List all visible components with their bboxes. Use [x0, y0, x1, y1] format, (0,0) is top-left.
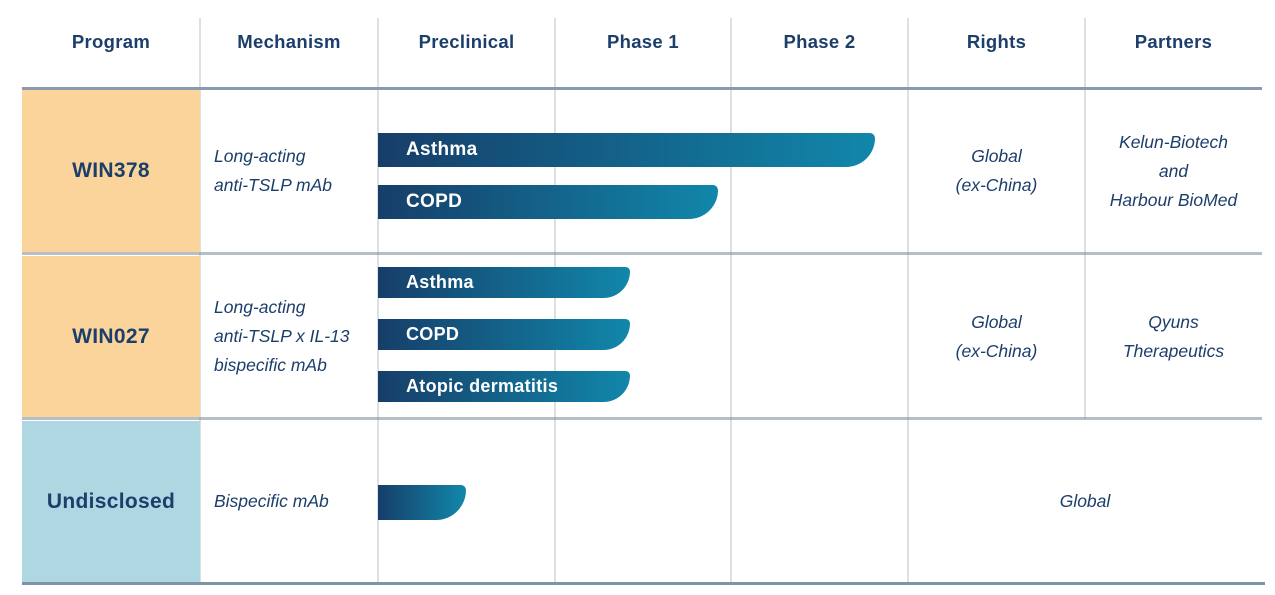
rights-line: Global — [1059, 491, 1111, 511]
mechanism-line: Long-acting — [214, 297, 306, 317]
pipeline-bar-copd: COPD — [378, 319, 630, 350]
column-divider — [907, 18, 909, 584]
partners-cell: Qyuns Therapeutics — [1085, 256, 1262, 417]
column-divider — [1084, 18, 1086, 419]
mechanism-cell: Bispecific mAb — [200, 421, 378, 582]
partners-line: and — [1158, 160, 1189, 181]
partners-line: Kelun-Biotech — [1119, 131, 1228, 152]
column-divider — [199, 18, 201, 584]
rights-cell: Global (ex-China) — [908, 256, 1085, 417]
bar-label: COPD — [406, 191, 463, 212]
header-rights: Rights — [966, 31, 1027, 52]
bar-label: Atopic dermatitis — [406, 376, 559, 396]
column-divider — [377, 18, 379, 584]
rights-line: (ex-China) — [955, 340, 1038, 361]
mechanism-line: anti-TSLP mAb — [214, 175, 333, 195]
pipeline-bar-asthma: Asthma — [378, 133, 875, 167]
pipeline-bar-copd: COPD — [378, 185, 718, 219]
header-mechanism: Mechanism — [237, 31, 341, 52]
program-name: Undisclosed — [46, 489, 176, 513]
program-cell-undisclosed: Undisclosed — [22, 421, 200, 582]
rights-line: (ex-China) — [955, 175, 1038, 195]
header-preclinical: Preclinical — [418, 31, 515, 52]
pipeline-bar-preclinical — [378, 485, 466, 520]
header-phase-1: Phase 1 — [606, 31, 680, 52]
pipeline-bar-asthma: Asthma — [378, 267, 630, 298]
program-name: WIN378 — [72, 159, 150, 182]
rights-line: Global — [971, 146, 1022, 166]
rights-partners-merged-cell: Global — [908, 421, 1262, 582]
mechanism-cell: Long-acting anti-TSLP mAb — [200, 90, 378, 252]
bottom-rule — [22, 582, 1265, 585]
header-partners: Partners — [1134, 31, 1213, 52]
column-divider — [730, 18, 732, 584]
row-divider — [22, 252, 1262, 255]
partners-line: Harbour BioMed — [1109, 189, 1238, 210]
program-name: WIN027 — [72, 324, 150, 348]
bar-label: Asthma — [406, 272, 474, 292]
header-rule — [22, 87, 1262, 90]
partners-line: Qyuns — [1148, 311, 1199, 332]
mechanism-line: Long-acting — [214, 146, 306, 166]
program-cell-win378: WIN378 — [22, 90, 200, 252]
row-divider — [22, 417, 1262, 420]
mechanism-line: bispecific mAb — [214, 355, 327, 375]
bar-label: Asthma — [406, 139, 478, 160]
header-program: Program — [71, 31, 151, 52]
header-phase-2: Phase 2 — [783, 31, 856, 52]
mechanism-cell: Long-acting anti-TSLP x IL-13 bispecific… — [200, 256, 378, 417]
rights-cell: Global (ex-China) — [908, 90, 1085, 252]
program-cell-win027: WIN027 — [22, 256, 200, 417]
column-divider — [554, 18, 556, 584]
pipeline-bar-atopic-dermatitis: Atopic dermatitis — [378, 371, 630, 402]
rights-line: Global — [971, 311, 1022, 332]
partners-cell: Kelun-Biotech and Harbour BioMed — [1085, 90, 1262, 252]
mechanism-line: anti-TSLP x IL-13 — [214, 326, 350, 346]
mechanism-line: Bispecific mAb — [214, 491, 329, 511]
partners-line: Therapeutics — [1122, 340, 1225, 361]
bar-label: COPD — [406, 324, 460, 344]
